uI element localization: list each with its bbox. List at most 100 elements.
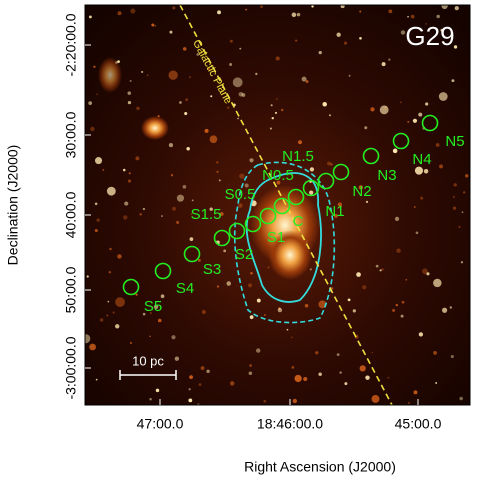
star	[171, 174, 173, 176]
title: G29	[405, 21, 454, 51]
star	[359, 37, 362, 40]
star	[199, 383, 202, 386]
star	[362, 285, 366, 289]
star	[216, 161, 218, 163]
star	[198, 259, 201, 262]
star	[139, 213, 142, 216]
star	[249, 371, 253, 375]
star	[177, 195, 184, 202]
star	[216, 171, 218, 173]
star	[402, 301, 405, 304]
star	[461, 261, 463, 263]
star	[436, 15, 439, 18]
source-label: S4	[176, 280, 194, 297]
star	[294, 375, 301, 382]
star	[400, 101, 402, 103]
star	[135, 293, 137, 295]
star	[413, 119, 417, 123]
star	[463, 191, 465, 193]
star	[168, 70, 177, 79]
star	[382, 62, 386, 66]
star	[310, 167, 314, 171]
star	[170, 31, 173, 34]
x-axis-label: Right Ascension (J2000)	[244, 459, 396, 475]
star	[275, 112, 277, 114]
star	[293, 399, 297, 403]
star	[95, 229, 98, 232]
star	[217, 10, 221, 14]
star	[380, 269, 382, 271]
star	[127, 91, 131, 95]
star	[454, 183, 457, 186]
star	[100, 318, 103, 321]
star	[370, 107, 374, 111]
star	[389, 9, 393, 13]
star	[206, 370, 209, 373]
star	[227, 281, 231, 285]
star	[117, 254, 121, 258]
y-tick-label: -2:20:00.0	[63, 13, 79, 76]
star	[278, 308, 282, 312]
source-label: N5	[445, 133, 464, 150]
star	[151, 23, 154, 26]
star	[95, 157, 102, 164]
star	[311, 5, 313, 7]
star	[210, 95, 212, 97]
star	[291, 366, 294, 369]
star	[425, 102, 428, 105]
x-tick-label: 45:00.0	[395, 416, 442, 432]
star	[414, 390, 418, 394]
star	[276, 56, 280, 60]
star	[408, 402, 410, 404]
star	[179, 101, 182, 104]
star	[292, 13, 297, 18]
star	[453, 196, 455, 198]
star	[337, 353, 340, 356]
star	[115, 297, 125, 307]
star	[156, 389, 160, 393]
star	[455, 6, 459, 10]
star	[359, 11, 361, 13]
star	[271, 104, 273, 106]
star	[433, 351, 437, 355]
star	[230, 40, 233, 43]
star	[175, 356, 179, 360]
star	[109, 248, 112, 251]
star	[136, 107, 139, 110]
star	[414, 206, 416, 208]
source-label: S1	[267, 229, 285, 246]
star	[327, 162, 331, 166]
star	[297, 13, 301, 17]
star	[339, 371, 341, 373]
star	[81, 334, 90, 343]
star	[462, 211, 464, 213]
star	[172, 6, 175, 9]
star	[309, 191, 313, 195]
star	[276, 98, 278, 100]
sky-image	[81, 3, 470, 406]
star	[158, 319, 162, 323]
star	[319, 51, 322, 54]
star	[141, 71, 143, 73]
star	[188, 399, 192, 403]
star	[393, 149, 398, 154]
y-tick-label: -3:00:00.0	[63, 336, 79, 399]
star	[422, 268, 428, 274]
star	[90, 127, 94, 131]
source-label: S1.5	[191, 206, 222, 223]
star	[349, 75, 351, 77]
star	[388, 58, 390, 60]
star	[102, 169, 104, 171]
star	[250, 315, 254, 319]
y-tick-label: 40:00.0	[63, 191, 79, 238]
star	[147, 74, 149, 76]
star	[248, 283, 252, 287]
source-label: N1	[325, 203, 344, 220]
y-axis-label: Declination (J2000)	[5, 145, 21, 266]
star	[130, 80, 132, 82]
star	[96, 218, 99, 221]
star	[365, 375, 369, 379]
star	[310, 268, 312, 270]
star	[205, 129, 209, 133]
star	[242, 93, 246, 97]
